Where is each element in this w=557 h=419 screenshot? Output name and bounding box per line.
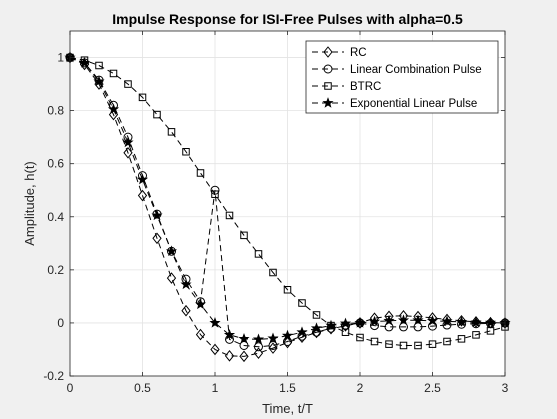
y-tick-label: 0.8 [47,104,64,118]
x-tick-label: 0.5 [134,381,151,395]
x-tick-label: 2 [357,381,364,395]
x-tick-label: 1 [212,381,219,395]
x-tick-label: 1.5 [279,381,296,395]
y-tick-label: 0.4 [47,210,64,224]
x-tick-label: 0 [67,381,74,395]
legend-label: RC [350,47,367,59]
y-tick-label: 0.2 [47,263,64,277]
legend-label: Exponential Linear Pulse [350,98,477,110]
x-tick-label: 2.5 [424,381,441,395]
legend-label: Linear Combination Pulse [350,64,482,76]
y-axis-label: Amplitude, h(t) [22,161,37,246]
x-tick-label: 3 [502,381,509,395]
legend: RC Linear Combination Pulse BTRC Exponentia… [306,41,498,113]
chart-title: Impulse Response for ISI-Free Pulses wit… [112,11,463,27]
y-tick-label: 1 [57,51,64,65]
legend-label: BTRC [350,81,381,93]
y-tick-label: 0 [57,316,64,330]
y-tick-label: 0.6 [47,157,64,171]
x-axis-label: Time, t/T [262,401,313,416]
y-tick-label: -0.2 [43,369,64,383]
